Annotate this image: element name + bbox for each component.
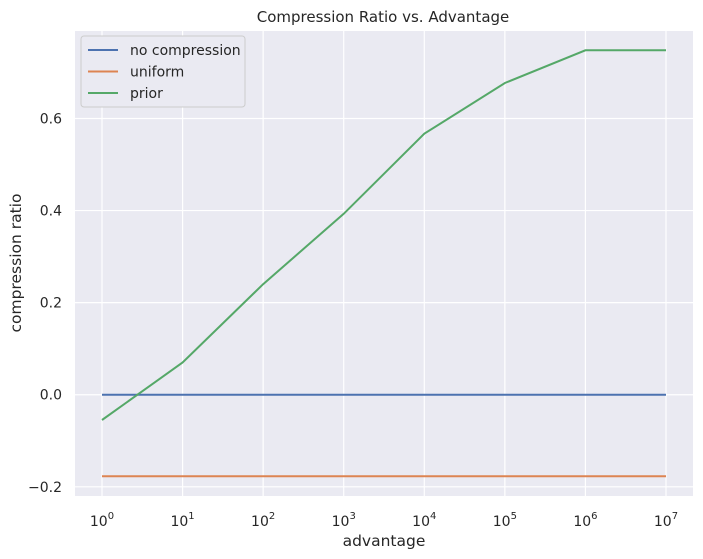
y-axis-label: compression ratio (7, 194, 25, 333)
legend-items: no compression uniform prior (88, 43, 241, 102)
legend-label-no-compression: no compression (130, 43, 241, 59)
x-ticks: 100 101 102 103 104 105 106 107 (90, 511, 678, 530)
plot-area (75, 31, 693, 496)
y-tick-label: 0.0 (40, 388, 62, 404)
series-layer (101, 49, 666, 478)
legend-box (80, 35, 246, 108)
x-tick-label: 105 (493, 511, 517, 530)
series-line-prior (101, 49, 666, 421)
y-ticks: −0.2 0.0 0.2 0.4 0.6 (28, 111, 62, 495)
legend-label-uniform: uniform (130, 65, 184, 81)
legend-label-prior: prior (130, 86, 163, 102)
x-tick-label: 106 (573, 511, 597, 530)
x-tick-label: 107 (654, 511, 678, 530)
legend: no compression uniform prior (80, 35, 246, 108)
x-tick-label: 104 (412, 511, 436, 530)
y-tick-label: 0.2 (40, 296, 62, 312)
x-tick-label: 101 (170, 511, 194, 530)
x-axis-label: advantage (343, 532, 426, 550)
x-tick-label: 102 (251, 511, 275, 530)
y-tick-label: −0.2 (28, 480, 62, 496)
x-tick-label: 100 (90, 511, 114, 530)
y-tick-label: 0.4 (40, 204, 62, 220)
x-tick-label: 103 (332, 511, 356, 530)
y-tick-label: 0.6 (40, 111, 62, 127)
chart-title: Compression Ratio vs. Advantage (257, 8, 510, 26)
